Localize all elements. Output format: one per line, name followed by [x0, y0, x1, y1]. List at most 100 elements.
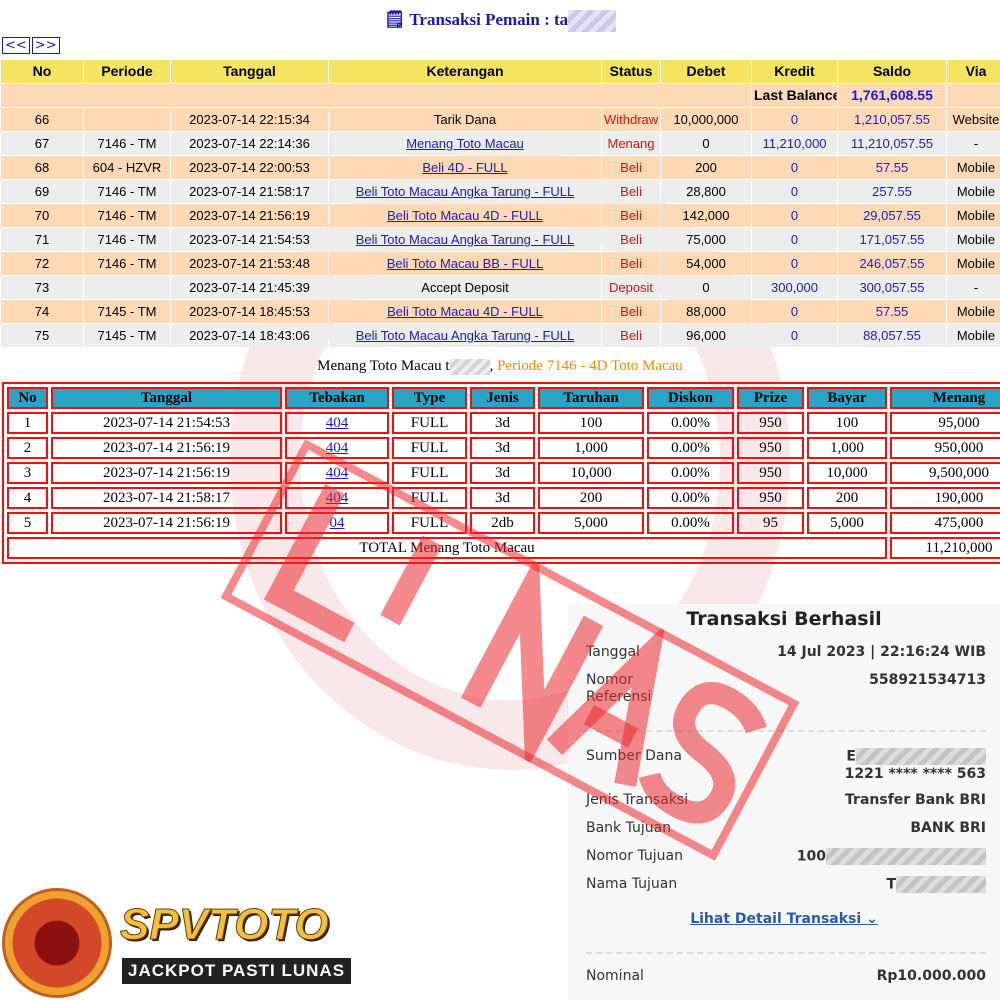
cell: 200: [807, 487, 887, 509]
cell: 950: [737, 462, 804, 484]
cell-no: 74: [1, 300, 83, 323]
cell-periode: 7145 - TM: [84, 324, 170, 347]
cell-debet: 88,000: [661, 300, 751, 323]
cell-ket: Beli Toto Macau BB - FULL: [329, 252, 601, 275]
receipt-reference: 558921534713: [869, 672, 986, 688]
redacted: [856, 748, 986, 765]
cell-no: 66: [1, 108, 83, 131]
table-row: 5 2023-07-14 21:56:19 04 FULL 2db 5,000 0.00% 9…: [7, 512, 1000, 534]
cell: 95,000: [890, 412, 1000, 434]
cell-saldo: 257.55: [838, 180, 946, 203]
cell: 2023-07-14 21:58:17: [51, 487, 282, 509]
transaction-link[interactable]: Beli Toto Macau 4D - FULL: [387, 208, 543, 223]
cell: FULL: [392, 512, 467, 534]
cell-tanggal: 2023-07-14 22:00:53: [171, 156, 328, 179]
cell-tanggal: 2023-07-14 21:53:48: [171, 252, 328, 275]
cell: 3: [7, 462, 48, 484]
table-row: 66 2023-07-14 22:15:34 Tarik Dana Withdraw 1…: [1, 108, 1000, 131]
cell-ket: Menang Toto Macau: [329, 132, 601, 155]
cell: 404: [285, 487, 389, 509]
cell-tanggal: 2023-07-14 22:14:36: [171, 132, 328, 155]
cell-no: 69: [1, 180, 83, 203]
cell: 404: [285, 437, 389, 459]
cell: 100: [538, 412, 644, 434]
transactions-table: No Periode Tanggal Keterangan Status Debet Kre…: [0, 59, 1000, 348]
cell: 1,000: [538, 437, 644, 459]
cell-tanggal: 2023-07-14 21:54:53: [171, 228, 328, 251]
cell: 950: [737, 487, 804, 509]
transaction-link[interactable]: Beli Toto Macau 4D - FULL: [387, 304, 543, 319]
cell-saldo: 57.55: [838, 156, 946, 179]
table-row: 2 2023-07-14 21:56:19 404 FULL 3d 1,000 0.00% 9…: [7, 437, 1000, 459]
cell-ket: Beli Toto Macau 4D - FULL: [329, 300, 601, 323]
cell-periode: 7146 - TM: [84, 180, 170, 203]
cell-no: 73: [1, 276, 83, 299]
cell-debet: 96,000: [661, 324, 751, 347]
cell-no: 75: [1, 324, 83, 347]
cell-saldo: 171,057.55: [838, 228, 946, 251]
column-header: Tanggal: [51, 387, 282, 409]
cell: 3d: [470, 437, 535, 459]
cell-tanggal: 2023-07-14 21:45:39: [171, 276, 328, 299]
total-row: TOTAL Menang Toto Macau 11,210,000: [7, 537, 1000, 559]
zodiac-wheel-icon: [2, 888, 112, 998]
pagination: << >>: [2, 37, 62, 54]
cell-status: Beli: [602, 228, 660, 251]
view-detail-link[interactable]: Lihat Detail Transaksi ⌄: [690, 911, 878, 927]
transaction-link[interactable]: Beli 4D - FULL: [422, 160, 508, 175]
win-detail-table: No Tanggal Tebakan Type Jenis Taruhan Diskon Pr…: [2, 382, 1000, 564]
source-account: 1221 **** **** 563: [844, 765, 986, 782]
cell: 404: [285, 462, 389, 484]
transaction-link[interactable]: Beli Toto Macau Angka Tarung - FULL: [355, 232, 575, 247]
table-row: 4 2023-07-14 21:58:17 404 FULL 3d 200 0.00% 950…: [7, 487, 1000, 509]
cell-kredit: 300,000: [752, 276, 837, 299]
last-balance-value: 1,761,608.55: [838, 84, 946, 107]
last-balance-row: Last Balance 1,761,608.55: [1, 84, 1000, 107]
bet-number-link[interactable]: 404: [325, 465, 349, 481]
cell: 3d: [470, 487, 535, 509]
redacted-username: [449, 358, 490, 375]
table-row: 72 7146 - TM 2023-07-14 21:53:48 Beli Toto …: [1, 252, 1000, 275]
next-page-link[interactable]: >>: [31, 37, 60, 54]
cell-via: Mobile: [947, 324, 1000, 347]
cell-kredit: 0: [752, 300, 837, 323]
cell: 0.00%: [647, 462, 734, 484]
cell-debet: 28,800: [661, 180, 751, 203]
cell: 950: [737, 412, 804, 434]
table-row: 69 7146 - TM 2023-07-14 21:58:17 Beli Toto …: [1, 180, 1000, 203]
transaction-link[interactable]: Menang Toto Macau: [406, 136, 524, 151]
transaction-link[interactable]: Beli Toto Macau Angka Tarung - FULL: [355, 184, 575, 199]
cell-via: Mobile: [947, 156, 1000, 179]
prev-page-link[interactable]: <<: [2, 37, 30, 54]
bet-number-link[interactable]: 404: [325, 415, 349, 431]
divider: [586, 730, 986, 732]
cell: 950,000: [890, 437, 1000, 459]
cell-status: Beli: [602, 156, 660, 179]
receipt-date: 14 Jul 2023 | 22:16:24 WIB: [777, 644, 986, 660]
bet-number-link[interactable]: 404: [325, 440, 349, 456]
bet-number-link[interactable]: 404: [325, 490, 349, 506]
cell-no: 68: [1, 156, 83, 179]
cell: 3d: [470, 412, 535, 434]
column-header: No: [7, 387, 48, 409]
spvtoto-logo: SPVTOTO JACKPOT PASTI LUNAS: [0, 886, 380, 1000]
cell-saldo: 246,057.55: [838, 252, 946, 275]
cell-debet: 54,000: [661, 252, 751, 275]
cell: 1: [7, 412, 48, 434]
transaction-link[interactable]: Beli Toto Macau Angka Tarung - FULL: [355, 328, 575, 343]
cell: 5,000: [538, 512, 644, 534]
cell-saldo: 11,210,057.55: [838, 132, 946, 155]
column-header: Status: [602, 60, 660, 83]
cell: 2db: [470, 512, 535, 534]
cell: 3d: [470, 462, 535, 484]
cell: 9,500,000: [890, 462, 1000, 484]
column-header: Via: [947, 60, 1000, 83]
cell-ket: Beli Toto Macau 4D - FULL: [329, 204, 601, 227]
table-row: 75 7145 - TM 2023-07-14 18:43:06 Beli Toto …: [1, 324, 1000, 347]
cell-periode: 7146 - TM: [84, 204, 170, 227]
cell-kredit: 0: [752, 156, 837, 179]
cell-debet: 0: [661, 132, 751, 155]
total-value: 11,210,000: [890, 537, 1000, 559]
transaction-link[interactable]: Beli Toto Macau BB - FULL: [386, 256, 544, 271]
bet-number-link[interactable]: 04: [329, 515, 345, 531]
